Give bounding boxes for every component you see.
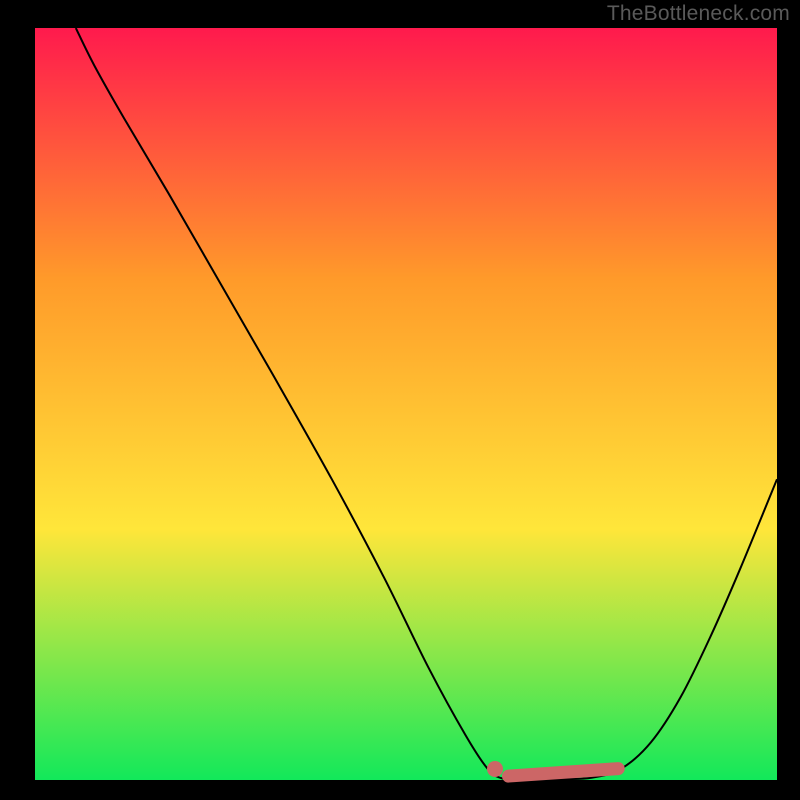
highlight-dot xyxy=(487,761,503,777)
chart-plot-area xyxy=(35,28,777,780)
chart-curve xyxy=(35,28,777,780)
curve-path xyxy=(76,28,777,780)
watermark-text: TheBottleneck.com xyxy=(607,2,790,26)
highlight-segment xyxy=(502,762,625,783)
